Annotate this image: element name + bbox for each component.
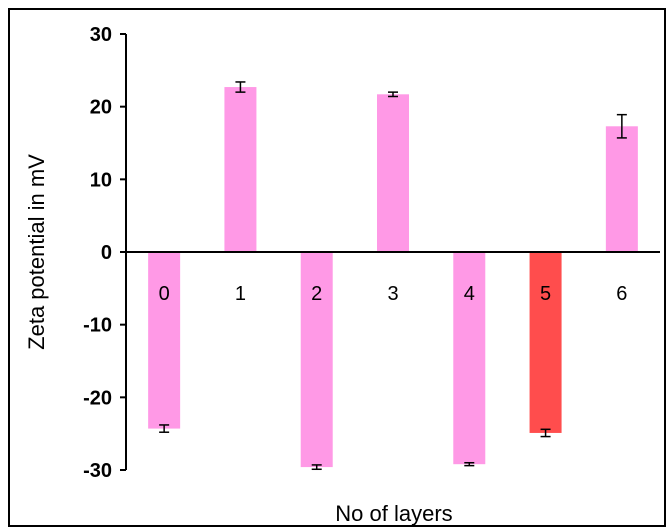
- y-tick-label: 20: [90, 97, 112, 119]
- bars-layer: [148, 87, 638, 467]
- bar-3: [377, 94, 409, 252]
- x-category-label-3: 3: [387, 283, 398, 305]
- x-category-label-2: 2: [311, 283, 322, 305]
- bar-6: [606, 126, 638, 252]
- y-tick-label: -20: [83, 387, 112, 409]
- error-bar-4: [464, 463, 474, 466]
- bar-0: [148, 252, 180, 429]
- y-tick-label: -30: [83, 460, 112, 482]
- y-tick-label: 30: [90, 24, 112, 46]
- y-ticks-layer: 30 20 10 0 -10 -20 -30: [83, 24, 126, 482]
- x-category-label-5: 5: [540, 283, 551, 305]
- y-tick-label: 0: [101, 242, 112, 264]
- x-axis-title: No of layers: [335, 501, 452, 526]
- x-category-label-1: 1: [235, 283, 246, 305]
- x-category-label-0: 0: [159, 283, 170, 305]
- y-axis-title: Zeta potential in mV: [24, 154, 49, 350]
- y-tick-label: -10: [83, 315, 112, 337]
- bar-5: [530, 252, 562, 433]
- x-category-label-6: 6: [616, 283, 627, 305]
- bar-1: [224, 87, 256, 252]
- y-tick-label: 10: [90, 169, 112, 191]
- x-category-label-4: 4: [464, 283, 475, 305]
